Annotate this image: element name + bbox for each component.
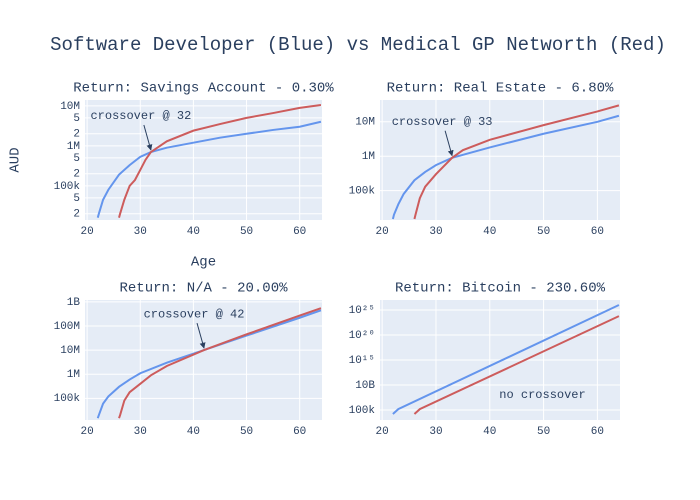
y-tick-label: 10B	[355, 380, 375, 392]
x-tick-label: 40	[483, 426, 496, 438]
y-tick-label: 5	[73, 113, 80, 125]
annotation-arrow	[444, 130, 454, 157]
y-tick-label: 10M	[60, 345, 80, 357]
annotation-arrow	[143, 124, 153, 151]
y-tick-label: 10²⁰	[349, 330, 375, 342]
y-tick-label: 5	[73, 153, 80, 165]
annotation: crossover @ 42	[144, 307, 245, 321]
x-tick-label: 60	[293, 226, 306, 238]
y-tick-label: 1M	[362, 151, 375, 163]
x-tick-label: 20	[376, 426, 389, 438]
subplot-title: Return: N/A - 20.00%	[119, 281, 288, 297]
y-tick-label: 10M	[60, 101, 80, 113]
x-tick-label: 30	[429, 226, 442, 238]
y-tick-label: 1M	[67, 369, 80, 381]
y-tick-label: 100M	[54, 321, 80, 333]
y-tick-label: 100k	[54, 181, 81, 193]
y-tick-label: 10¹⁵	[349, 355, 375, 367]
x-tick-label: 20	[81, 226, 94, 238]
x-tick-label: 50	[240, 426, 253, 438]
x-tick-label: 60	[591, 426, 604, 438]
x-tick-label: 40	[187, 426, 200, 438]
line-series	[413, 315, 620, 415]
annotation: crossover @ 32	[90, 109, 191, 123]
chart-title: Software Developer (Blue) vs Medical GP …	[50, 34, 666, 56]
line-series	[118, 307, 322, 419]
x-tick-label: 40	[187, 226, 200, 238]
y-tick-label: 100k	[349, 405, 376, 417]
y-tick-label: 2	[73, 209, 80, 221]
y-tick-label: 100k	[54, 393, 81, 405]
annotation: no crossover	[499, 388, 585, 402]
y-tick-label: 100k	[349, 186, 376, 198]
line-series	[391, 114, 620, 220]
x-tick-label: 50	[537, 226, 550, 238]
y-tick-label: 2	[73, 129, 80, 141]
y-axis-label: AUD	[8, 147, 24, 172]
x-tick-label: 40	[483, 226, 496, 238]
x-tick-label: 30	[134, 426, 147, 438]
x-tick-label: 30	[429, 426, 442, 438]
x-tick-label: 20	[376, 226, 389, 238]
x-tick-label: 30	[134, 226, 147, 238]
x-tick-label: 50	[240, 226, 253, 238]
y-tick-label: 10M	[355, 117, 375, 129]
x-tick-label: 60	[591, 226, 604, 238]
subplot-title: Return: Real Estate - 6.80%	[387, 81, 614, 97]
x-tick-label: 20	[81, 426, 94, 438]
line-series	[413, 104, 620, 220]
x-axis-label: Age	[191, 255, 216, 271]
y-tick-label: 5	[73, 193, 80, 205]
line-series	[96, 309, 322, 419]
line-series	[118, 104, 322, 218]
line-series	[392, 304, 620, 415]
annotation-arrow	[196, 322, 206, 349]
x-tick-label: 60	[293, 426, 306, 438]
y-tick-label: 1B	[67, 297, 81, 309]
y-tick-label: 10²⁵	[349, 305, 375, 317]
subplot-title: Return: Savings Account - 0.30%	[73, 81, 334, 97]
y-tick-label: 2	[73, 169, 80, 181]
subplot-title: Return: Bitcoin - 230.60%	[395, 281, 606, 297]
x-tick-label: 50	[537, 426, 550, 438]
annotation: crossover @ 33	[392, 115, 493, 129]
y-tick-label: 1M	[67, 141, 80, 153]
